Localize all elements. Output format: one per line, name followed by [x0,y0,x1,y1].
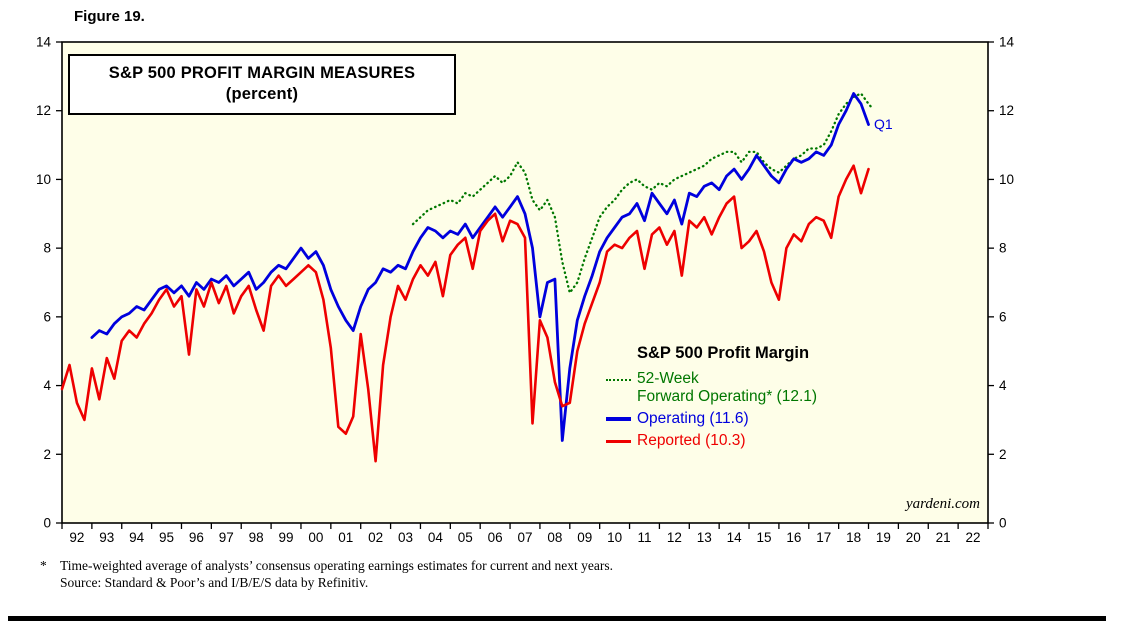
y-tick-label-left: 4 [43,378,51,393]
x-tick-label: 17 [816,530,831,545]
x-tick-label: 04 [428,530,444,545]
legend-label-operating: Operating (11.6) [637,410,749,427]
x-tick-label: 97 [219,530,234,545]
y-tick-label-left: 14 [36,35,52,50]
x-tick-label: 10 [607,530,622,545]
x-tick-label: 03 [398,530,413,545]
x-tick-label: 00 [308,530,323,545]
footnote-source: Source: Standard & Poor’s and I/B/E/S da… [60,574,369,590]
y-tick-label-left: 10 [36,172,51,187]
y-tick-label-left: 2 [43,447,51,462]
legend-item-forward-operating: 52-Week Forward Operating* (12.1) [606,370,817,406]
x-tick-label: 96 [189,530,204,545]
footnote-text: Time-weighted average of analysts’ conse… [60,558,613,573]
x-tick-label: 99 [279,530,294,545]
legend-item-reported: Reported (10.3) [606,432,817,450]
watermark: yardeni.com [905,496,980,512]
dotted-line-swatch-icon [606,379,631,381]
x-tick-label: 18 [846,530,861,545]
x-tick-label: 05 [458,530,473,545]
y-tick-label-right: 10 [999,172,1014,187]
y-tick-label-left: 12 [36,103,51,118]
q1-annotation: Q1 [874,116,893,132]
solid-line-swatch-icon [606,440,631,443]
x-tick-label: 21 [936,530,951,545]
chart-title-box: S&P 500 PROFIT MARGIN MEASURES (percent) [68,54,456,115]
y-tick-label-right: 8 [999,241,1007,256]
x-tick-label: 93 [99,530,114,545]
y-tick-label-left: 0 [43,516,51,531]
x-tick-label: 06 [488,530,503,545]
x-tick-label: 19 [876,530,891,545]
y-tick-label-right: 0 [999,516,1007,531]
series-line-reported [60,164,870,463]
x-tick-label: 01 [338,530,353,545]
x-tick-label: 12 [667,530,682,545]
legend-heading: S&P 500 Profit Margin [637,344,810,362]
footnote-line1: * Time-weighted average of analysts’ cons… [40,558,613,575]
x-tick-label: 09 [577,530,592,545]
x-tick-label: 92 [69,530,84,545]
legend: S&P 500 Profit Margin 52-Week Forward Op… [606,344,817,454]
series-line-forward [411,92,873,294]
y-tick-label-left: 6 [43,309,51,324]
y-tick-label-right: 12 [999,103,1014,118]
legend-item-operating: Operating (11.6) [606,410,817,428]
x-tick-label: 98 [249,530,264,545]
solid-line-swatch-icon [606,417,631,421]
x-tick-label: 22 [966,530,981,545]
x-tick-label: 08 [547,530,562,545]
x-tick-label: 02 [368,530,383,545]
y-tick-label-right: 2 [999,447,1007,462]
x-tick-label: 20 [906,530,921,545]
y-tick-label-right: 6 [999,309,1007,324]
x-tick-label: 15 [756,530,771,545]
chart-subtitle: (percent) [225,85,299,103]
x-tick-label: 94 [129,530,145,545]
chart-title: S&P 500 PROFIT MARGIN MEASURES [108,64,416,82]
figure-label: Figure 19. [74,8,145,25]
footnote: * Time-weighted average of analysts’ cons… [40,558,613,591]
y-tick-label-right: 4 [999,378,1007,393]
x-tick-label: 11 [637,530,651,545]
page-edge-bar [8,616,1106,621]
chart-area: 0 0 2 2 4 4 6 6 8 8 10 10 12 12 14 14 92 93 94 95 96 97 98 99 00… [36,35,1015,546]
x-tick-label: 16 [786,530,801,545]
x-tick-label: 95 [159,530,174,545]
legend-label-forward-line2: Forward Operating* (12.1) [637,388,818,405]
series-line-operating [90,92,870,442]
footnote-asterisk: * [40,558,47,573]
y-tick-label-left: 8 [43,241,51,256]
legend-label-reported: Reported (10.3) [637,432,746,449]
x-tick-label: 13 [697,530,712,545]
legend-label-forward-line1: 52-Week [637,370,699,387]
y-tick-label-right: 14 [999,35,1015,50]
x-tick-label: 07 [517,530,532,545]
x-tick-label: 14 [727,530,743,545]
